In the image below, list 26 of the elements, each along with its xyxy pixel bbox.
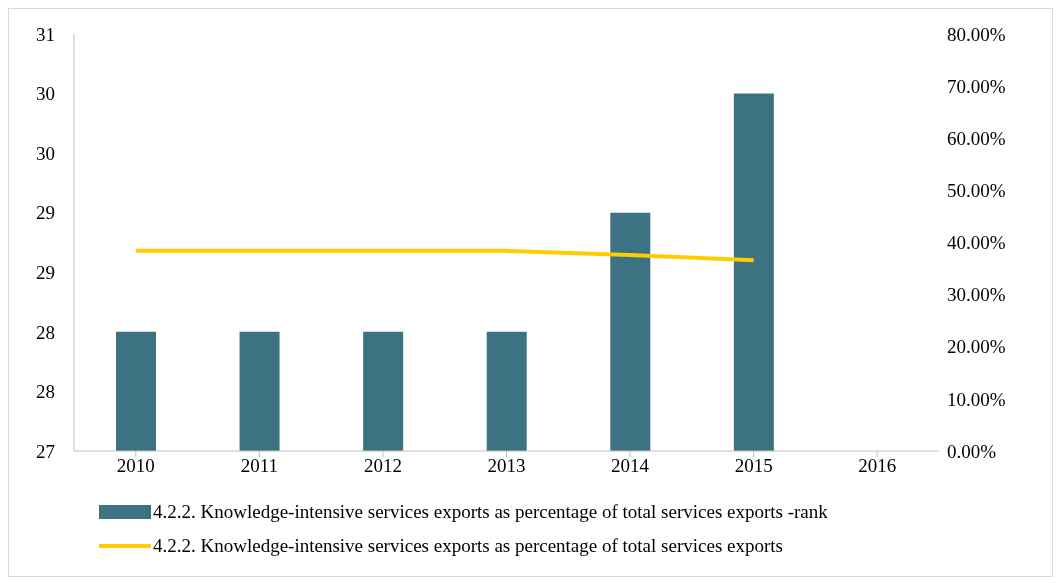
- y-tick-label: 28: [36, 381, 55, 403]
- y-tick-label: 31: [36, 23, 55, 45]
- y2-tick-label: 30.00%: [947, 284, 1006, 306]
- y-tick-label: 27: [36, 440, 55, 462]
- y2-tick-label: 10.00%: [947, 388, 1006, 410]
- x-tick-label: 2013: [487, 455, 526, 477]
- y-tick-label: 30: [36, 83, 55, 105]
- x-tick-label: 2012: [363, 455, 402, 477]
- y2-tick-label: 0.00%: [947, 440, 997, 462]
- x-tick-label: 2010: [116, 455, 155, 477]
- y2-tick-label: 60.00%: [947, 127, 1006, 149]
- y-tick-label: 29: [36, 202, 55, 224]
- legend-label: 4.2.2. Knowledge-intensive services exports as percentage of total services exports: [153, 535, 783, 557]
- y-tick-label: 28: [36, 321, 55, 343]
- x-tick-label: 2016: [858, 455, 897, 477]
- x-tick-label: 2015: [734, 455, 773, 477]
- y-tick-label: 30: [36, 142, 55, 164]
- x-tick-label: 2011: [240, 455, 279, 477]
- y2-tick-label: 50.00%: [947, 180, 1006, 202]
- x-tick-label: 2014: [611, 455, 650, 477]
- y2-tick-label: 40.00%: [947, 232, 1006, 254]
- y-tick-label: 29: [36, 262, 55, 284]
- y2-tick-label: 20.00%: [947, 336, 1006, 358]
- y2-tick-label: 70.00%: [947, 75, 1006, 97]
- y2-tick-label: 80.00%: [947, 23, 1006, 45]
- legend-label: 4.2.2. Knowledge-intensive services exports as percentage of total services exports -rank: [153, 501, 828, 523]
